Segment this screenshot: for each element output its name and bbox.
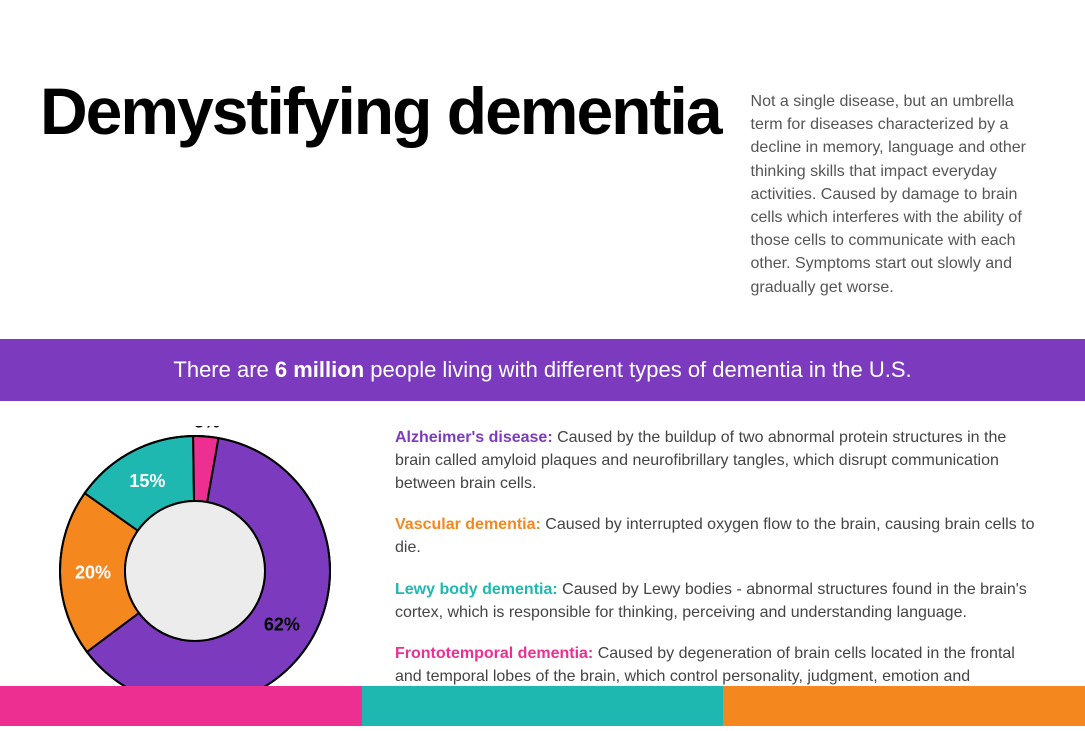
description-label: Alzheimer's disease: <box>395 429 553 446</box>
slice-label: 62% <box>264 614 300 634</box>
slice-label: 15% <box>129 470 165 490</box>
description-label: Frontotemporal dementia: <box>395 645 598 662</box>
page-title: Demystifying dementia <box>40 80 721 143</box>
descriptions-list: Alzheimer's disease: Caused by the build… <box>395 426 1035 730</box>
banner-suffix: people living with different types of de… <box>364 357 911 382</box>
footer-bar <box>723 686 1085 726</box>
slice-label: 3% <box>194 426 220 431</box>
banner-bold: 6 million <box>275 357 364 382</box>
description-label: Lewy body dementia: <box>395 581 558 598</box>
header-section: Demystifying dementia Not a single disea… <box>0 0 1085 329</box>
donut-svg: 62% 20% 15% 3% <box>40 426 350 726</box>
donut-chart: 62% 20% 15% 3% <box>40 426 350 731</box>
footer-bars <box>0 686 1085 726</box>
content-section: 62% 20% 15% 3% Alzheimer's disease: Caused … <box>0 426 1085 731</box>
description-item: Vascular dementia: Caused by interrupted… <box>395 513 1035 559</box>
description-item: Lewy body dementia: Caused by Lewy bodie… <box>395 578 1035 624</box>
description-label: Vascular dementia: <box>395 516 541 533</box>
description-item: Alzheimer's disease: Caused by the build… <box>395 426 1035 496</box>
stat-banner: There are 6 million people living with d… <box>0 339 1085 401</box>
footer-bar <box>0 686 362 726</box>
footer-bar <box>362 686 724 726</box>
slice-label: 20% <box>75 562 111 582</box>
intro-text: Not a single disease, but an umbrella te… <box>751 80 1035 299</box>
donut-hole <box>125 501 265 641</box>
banner-prefix: There are <box>173 357 275 382</box>
